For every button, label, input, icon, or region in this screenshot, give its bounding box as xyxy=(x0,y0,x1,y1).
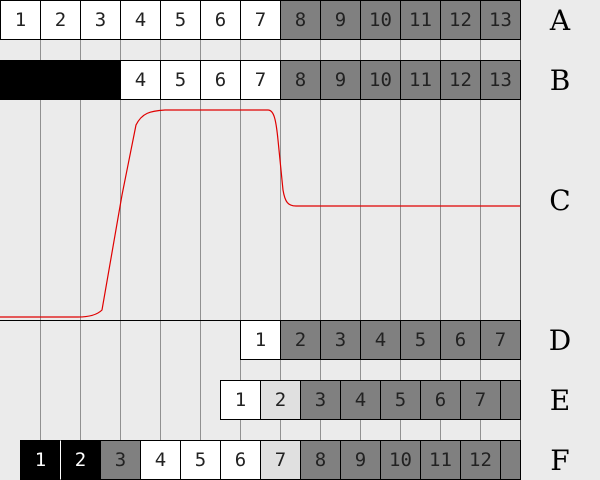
row-label-f: F xyxy=(550,443,570,477)
cell-f-11: 11 xyxy=(420,440,461,480)
cell-e-3: 3 xyxy=(300,380,341,420)
cell-b-6: 6 xyxy=(200,60,241,100)
cell-f-10: 10 xyxy=(380,440,421,480)
cell-b-4: 4 xyxy=(120,60,161,100)
signal-curve xyxy=(0,109,520,318)
row-label-b: B xyxy=(549,63,571,97)
grid-line xyxy=(480,0,481,480)
cell-e-7: 7 xyxy=(460,380,501,420)
cell-e-8 xyxy=(500,380,521,420)
cell-b-5: 5 xyxy=(160,60,201,100)
grid-line xyxy=(80,0,81,480)
cell-f-3: 3 xyxy=(100,440,141,480)
cell-a-2: 2 xyxy=(40,0,81,40)
cell-e-1: 1 xyxy=(220,380,261,420)
cell-b-2 xyxy=(40,60,81,100)
cell-d-5: 5 xyxy=(400,320,441,360)
cell-b-7: 7 xyxy=(240,60,281,100)
cell-d-4: 4 xyxy=(360,320,401,360)
grid-line xyxy=(360,0,361,480)
cell-a-7: 7 xyxy=(240,0,281,40)
cell-a-11: 11 xyxy=(400,0,441,40)
cell-f-13 xyxy=(500,440,521,480)
cell-d-3: 3 xyxy=(320,320,361,360)
cell-b-3 xyxy=(80,60,121,100)
grid-line xyxy=(440,0,441,480)
cell-a-8: 8 xyxy=(280,0,321,40)
cell-a-1: 1 xyxy=(0,0,41,40)
cell-e-4: 4 xyxy=(340,380,381,420)
cell-b-10: 10 xyxy=(360,60,401,100)
cell-a-4: 4 xyxy=(120,0,161,40)
row-label-panel xyxy=(520,0,600,480)
grid-line xyxy=(320,0,321,480)
cell-b-1 xyxy=(0,60,41,100)
grid-line xyxy=(40,0,41,480)
cell-f-2: 2 xyxy=(60,440,101,480)
cell-d-2: 2 xyxy=(280,320,321,360)
cell-f-1: 1 xyxy=(20,440,61,480)
cell-e-6: 6 xyxy=(420,380,461,420)
cell-e-2: 2 xyxy=(260,380,301,420)
cell-f-7: 7 xyxy=(260,440,301,480)
cell-a-12: 12 xyxy=(440,0,481,40)
cell-a-10: 10 xyxy=(360,0,401,40)
cell-f-4: 4 xyxy=(140,440,181,480)
cell-a-5: 5 xyxy=(160,0,201,40)
row-label-a: A xyxy=(549,3,571,37)
cell-f-6: 6 xyxy=(220,440,261,480)
cell-b-13: 13 xyxy=(480,60,521,100)
cell-f-5: 5 xyxy=(180,440,221,480)
row-label-d: D xyxy=(548,323,572,357)
cell-a-13: 13 xyxy=(480,0,521,40)
grid-line xyxy=(280,0,281,480)
cell-a-9: 9 xyxy=(320,0,361,40)
cell-d-7: 7 xyxy=(480,320,521,360)
grid-line xyxy=(200,0,201,480)
cell-b-11: 11 xyxy=(400,60,441,100)
cell-f-8: 8 xyxy=(300,440,341,480)
cell-a-3: 3 xyxy=(80,0,121,40)
row-label-c: C xyxy=(549,183,571,217)
grid-line xyxy=(400,0,401,480)
signal-curve-svg xyxy=(0,109,520,318)
cell-d-6: 6 xyxy=(440,320,481,360)
grid-line xyxy=(160,0,161,480)
grid-line xyxy=(120,0,121,480)
row-label-e: E xyxy=(549,383,571,417)
cell-b-9: 9 xyxy=(320,60,361,100)
grid-line xyxy=(240,0,241,480)
cell-f-9: 9 xyxy=(340,440,381,480)
cell-e-5: 5 xyxy=(380,380,421,420)
cell-f-12: 12 xyxy=(460,440,501,480)
cell-b-12: 12 xyxy=(440,60,481,100)
cell-b-8: 8 xyxy=(280,60,321,100)
cell-d-1: 1 xyxy=(240,320,281,360)
cell-a-6: 6 xyxy=(200,0,241,40)
